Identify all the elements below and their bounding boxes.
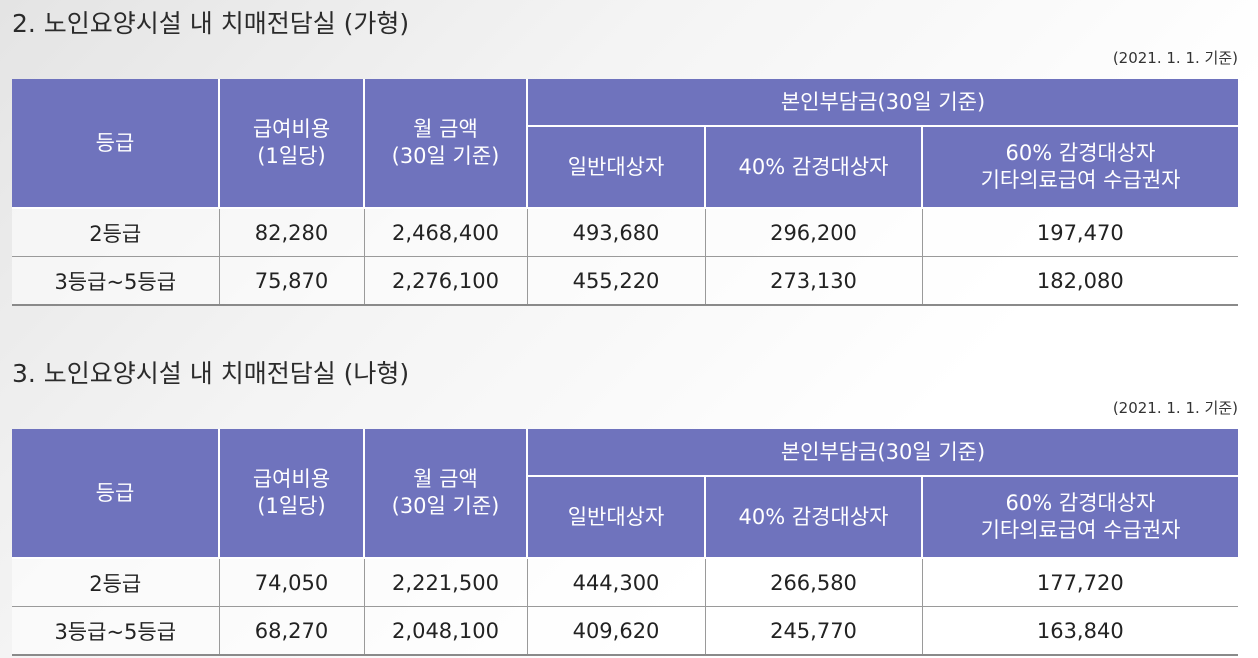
cost-table: 등급 급여비용 (1일당) 월 금액 (30일 기준) 본인부담금(30일 기준…	[12, 79, 1239, 306]
table-row: 3등급~5등급 75,870 2,276,100 455,220 273,130…	[12, 256, 1239, 306]
header-monthly-line2: (30일 기준)	[391, 144, 500, 168]
cell-general: 455,220	[526, 256, 705, 306]
cell-reduced40: 296,200	[704, 208, 922, 257]
header-copay-group: 본인부담금(30일 기준)	[525, 79, 1239, 127]
cell-reduced60: 163,840	[921, 606, 1239, 656]
header-reduced40: 40% 감경대상자	[704, 476, 922, 559]
cell-reduced40: 266,580	[704, 558, 922, 607]
header-daily-cost-line2: (1일당)	[257, 494, 326, 518]
header-reduced60-line1: 60% 감경대상자	[1005, 491, 1156, 515]
header-reduced60-line2: 기타의료급여 수급권자	[980, 168, 1181, 192]
cell-grade: 3등급~5등급	[12, 256, 219, 306]
header-daily-cost-line2: (1일당)	[257, 144, 326, 168]
cell-general: 493,680	[526, 208, 705, 257]
cell-daily: 68,270	[218, 606, 364, 656]
cell-monthly: 2,276,100	[363, 256, 527, 306]
header-reduced40: 40% 감경대상자	[704, 126, 922, 209]
header-monthly-line1: 월 금액	[413, 467, 478, 491]
header-copay-group: 본인부담금(30일 기준)	[525, 429, 1239, 477]
section-title: 3. 노인요양시설 내 치매전담실 (나형)	[12, 359, 410, 388]
cell-reduced40: 273,130	[704, 256, 922, 306]
header-reduced60-line1: 60% 감경대상자	[1005, 141, 1156, 165]
cell-reduced60: 197,470	[921, 208, 1239, 257]
header-daily-cost-line1: 급여비용	[252, 467, 331, 491]
header-grade: 등급	[12, 429, 219, 559]
table-row: 2등급 82,280 2,468,400 493,680 296,200 197…	[12, 208, 1239, 257]
header-daily-cost-line1: 급여비용	[252, 117, 331, 141]
cell-monthly: 2,048,100	[363, 606, 527, 656]
cell-reduced40: 245,770	[704, 606, 922, 656]
cell-grade: 2등급	[12, 208, 219, 257]
cell-monthly: 2,221,500	[363, 558, 527, 607]
header-daily-cost: 급여비용 (1일당)	[218, 79, 364, 209]
header-monthly: 월 금액 (30일 기준)	[363, 429, 527, 559]
cost-table: 등급 급여비용 (1일당) 월 금액 (30일 기준) 본인부담금(30일 기준…	[12, 429, 1239, 656]
date-note: (2021. 1. 1. 기준)	[1112, 399, 1238, 417]
header-reduced60-line2: 기타의료급여 수급권자	[980, 518, 1181, 542]
date-note: (2021. 1. 1. 기준)	[1112, 49, 1238, 67]
cell-general: 444,300	[526, 558, 705, 607]
header-general: 일반대상자	[526, 476, 705, 559]
cell-reduced60: 182,080	[921, 256, 1239, 306]
table-row: 3등급~5등급 68,270 2,048,100 409,620 245,770…	[12, 606, 1239, 656]
cell-reduced60: 177,720	[921, 558, 1239, 607]
cell-daily: 75,870	[218, 256, 364, 306]
header-reduced60: 60% 감경대상자 기타의료급여 수급권자	[920, 476, 1239, 559]
section-title: 2. 노인요양시설 내 치매전담실 (가형)	[12, 9, 410, 38]
header-grade: 등급	[12, 79, 219, 209]
header-monthly-line2: (30일 기준)	[391, 494, 500, 518]
cell-grade: 2등급	[12, 558, 219, 607]
header-reduced60: 60% 감경대상자 기타의료급여 수급권자	[920, 126, 1239, 209]
cell-general: 409,620	[526, 606, 705, 656]
cell-monthly: 2,468,400	[363, 208, 527, 257]
table-row: 2등급 74,050 2,221,500 444,300 266,580 177…	[12, 558, 1239, 607]
cell-grade: 3등급~5등급	[12, 606, 219, 656]
header-general: 일반대상자	[526, 126, 705, 209]
header-daily-cost: 급여비용 (1일당)	[218, 429, 364, 559]
cell-daily: 82,280	[218, 208, 364, 257]
header-monthly: 월 금액 (30일 기준)	[363, 79, 527, 209]
cell-daily: 74,050	[218, 558, 364, 607]
header-monthly-line1: 월 금액	[413, 117, 478, 141]
